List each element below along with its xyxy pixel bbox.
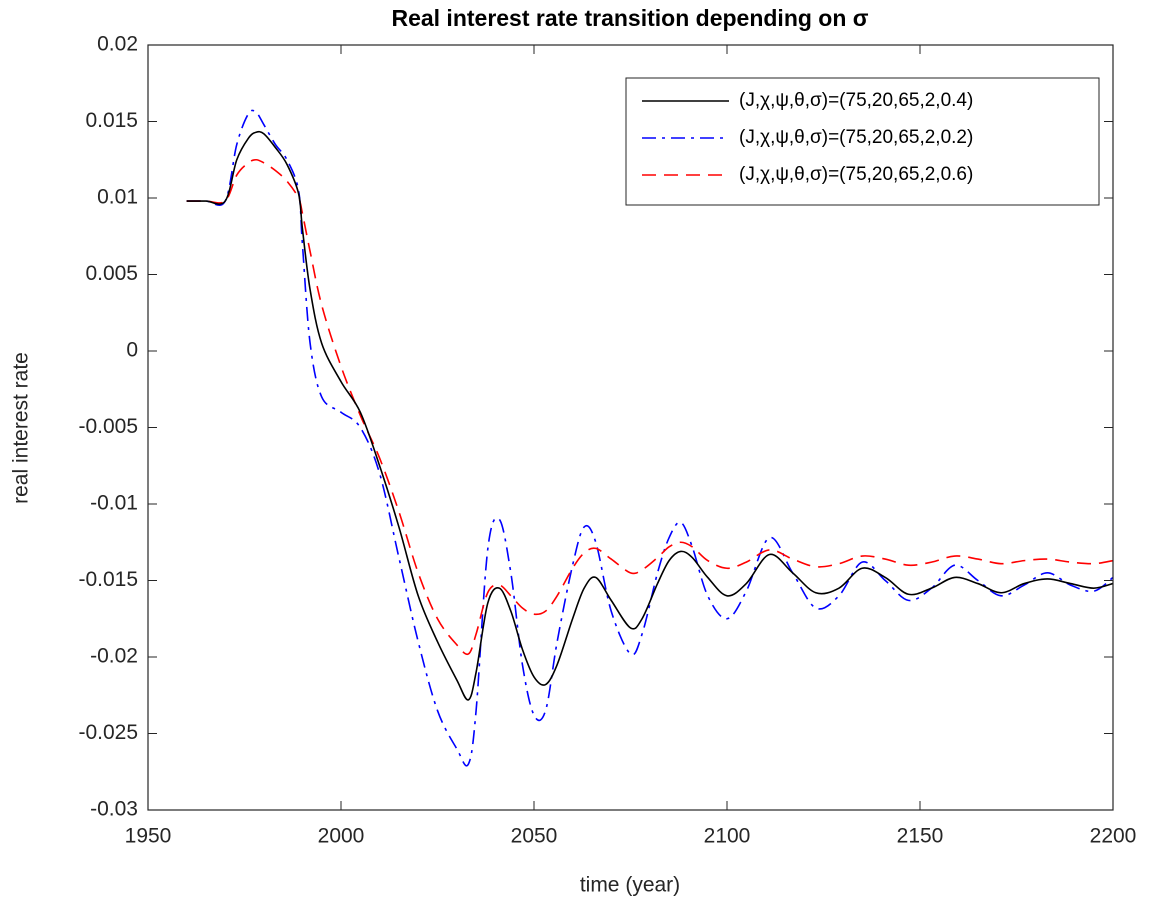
y-tick-label: -0.02 xyxy=(90,645,138,668)
y-tick-label: -0.025 xyxy=(78,721,138,744)
legend-label: (J,χ,ψ,θ,σ)=(75,20,65,2,0.4) xyxy=(739,90,973,111)
x-tick-label: 2100 xyxy=(704,825,751,848)
y-tick-label: -0.005 xyxy=(78,415,138,438)
y-tick-label: 0.005 xyxy=(85,262,138,285)
x-tick-label: 1950 xyxy=(125,825,172,848)
legend-label: (J,χ,ψ,θ,σ)=(75,20,65,2,0.6) xyxy=(739,164,973,185)
y-tick-label: 0.01 xyxy=(97,186,138,209)
y-tick-label: -0.01 xyxy=(90,492,138,515)
x-tick-label: 2000 xyxy=(318,825,365,848)
series-line xyxy=(186,130,1113,701)
legend-box xyxy=(625,77,1100,206)
y-tick-label: 0 xyxy=(126,339,138,362)
y-tick-label: 0.02 xyxy=(97,33,138,56)
y-tick-label: 0.015 xyxy=(85,109,138,132)
x-tick-label: 2200 xyxy=(1090,825,1137,848)
y-axis-label: real interest rate xyxy=(10,352,33,504)
y-tick-label: -0.015 xyxy=(78,568,138,591)
series-line xyxy=(186,109,1113,767)
x-tick-label: 2050 xyxy=(511,825,558,848)
chart-title: Real interest rate transition depending … xyxy=(391,5,868,31)
y-tick-label: -0.03 xyxy=(90,798,138,821)
x-axis-label: time (year) xyxy=(580,874,680,897)
x-tick-label: 2150 xyxy=(897,825,944,848)
legend-label: (J,χ,ψ,θ,σ)=(75,20,65,2,0.2) xyxy=(739,127,973,148)
plot-frame xyxy=(147,44,1114,811)
